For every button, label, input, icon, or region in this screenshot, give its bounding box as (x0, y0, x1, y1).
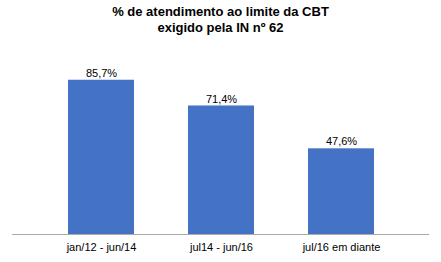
svg-text:jul14 - jun/16: jul14 - jun/16 (189, 241, 253, 253)
svg-text:47,6%: 47,6% (326, 135, 357, 147)
svg-text:71,4%: 71,4% (206, 93, 237, 105)
svg-text:jan/12 - jun/14: jan/12 - jun/14 (66, 241, 137, 253)
html-text:% de atendimento ao limite da: % de atendimento ao limite da CBT exigid… (112, 4, 329, 35)
svg-text:jul/16 em diante: jul/16 em diante (302, 241, 381, 253)
svg-text:85,7%: 85,7% (86, 67, 117, 79)
